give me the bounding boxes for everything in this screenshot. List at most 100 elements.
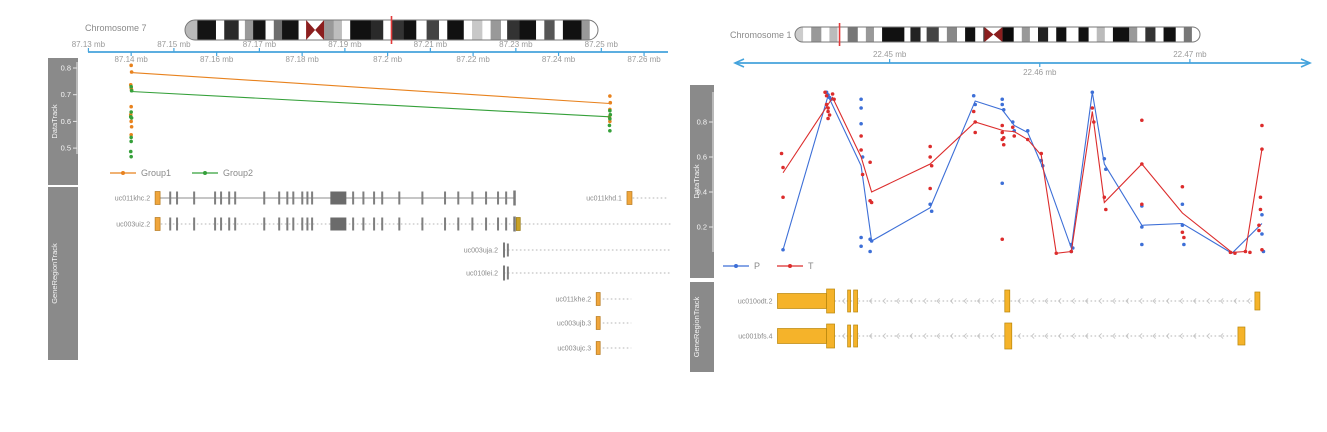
genome-axis: 22.45 mb 22.47 mb 22.46 mb (733, 50, 1312, 77)
data-point (1039, 151, 1044, 156)
strand-arrow-icon (1206, 333, 1210, 339)
strand-arrow-icon (963, 333, 967, 339)
strand-arrow-icon (949, 333, 954, 339)
exon (214, 217, 217, 231)
strand-arrow-icon (922, 333, 927, 339)
axis-tick-label: 87.24 mb (542, 55, 576, 64)
exon (228, 191, 231, 205)
strand-arrow-icon (1192, 298, 1197, 304)
exon (154, 191, 161, 205)
exon (513, 216, 516, 232)
data-point (824, 102, 829, 107)
data-point (1104, 167, 1108, 172)
data-point (129, 132, 133, 137)
exon (278, 191, 281, 205)
strand-arrow-icon (990, 298, 994, 304)
data-point (781, 247, 785, 252)
legend: Group1 Group2 (110, 168, 253, 178)
data-point (1069, 249, 1074, 254)
exon (373, 217, 376, 231)
exon (306, 191, 309, 205)
data-point (607, 123, 612, 128)
exon (847, 289, 851, 313)
data-point (781, 195, 785, 200)
data-point (929, 209, 934, 214)
exon (263, 217, 266, 231)
data-point (129, 139, 133, 144)
exon (311, 191, 314, 205)
transcript-uc010odt.2: uc010odt.2 (738, 288, 1261, 314)
data-point (1257, 223, 1261, 228)
data-point (971, 109, 976, 114)
transcript-label: uc011khe.2 (556, 297, 592, 304)
strand-arrow-icon (1111, 333, 1116, 339)
data-point (973, 130, 978, 135)
data-point (1258, 207, 1263, 212)
data-point (608, 128, 612, 133)
centromere-icon (306, 20, 316, 40)
exon (595, 341, 601, 355)
data-point (1140, 225, 1144, 229)
strand-arrow-icon (895, 298, 900, 304)
exon (381, 217, 384, 231)
strand-arrow-icon (841, 333, 846, 339)
exon (595, 316, 601, 330)
data-track-title-panel (690, 85, 714, 278)
axis-tick-label: 87.16 mb (200, 55, 234, 64)
transcript-label: uc010odt.2 (738, 299, 773, 306)
exon (485, 191, 488, 205)
data-point (928, 186, 932, 191)
data-point (859, 244, 863, 249)
exon (214, 191, 217, 205)
transcript-label: uc003ujc.3 (557, 346, 591, 353)
exon (362, 191, 365, 205)
strand-arrow-icon (1111, 298, 1116, 304)
exon (506, 266, 509, 280)
figure-chromosome1: Chromosome 1 22.45 mb 22.47 mb 22.46 mb Data… (690, 0, 1327, 432)
data-point (1054, 251, 1059, 256)
data-point (826, 116, 830, 121)
transcript-label: uc003uiz.2 (116, 222, 150, 229)
legend-marker-icon (203, 171, 207, 175)
exon (1004, 322, 1013, 350)
data-point (1243, 249, 1248, 254)
strand-arrow-icon (922, 298, 927, 304)
exon (330, 217, 347, 231)
data-point (1233, 251, 1237, 256)
data-point (1000, 181, 1005, 186)
exon (398, 191, 401, 205)
data-point (859, 121, 863, 126)
strand-arrow-icon (1098, 298, 1102, 304)
strand-arrow-icon (1206, 298, 1210, 304)
data-point (1182, 235, 1186, 240)
data-point (1102, 156, 1107, 161)
data-point (859, 235, 863, 240)
data-point (1000, 237, 1005, 242)
data-point (1010, 125, 1015, 130)
data-track-title: DataTrack (692, 164, 701, 199)
exon (220, 217, 223, 231)
y-tick-label: 0.8 (697, 118, 707, 127)
data-point (1180, 223, 1185, 228)
figure-chromosome7-plot: Chromosome 787.13 mb 87.15 mb 87.17 mb 87.1… (48, 16, 672, 360)
data-point (608, 112, 613, 117)
data-point (973, 120, 978, 124)
data-point (608, 119, 612, 124)
data-point (1102, 195, 1107, 200)
exon (381, 191, 384, 205)
strand-arrow-icon (882, 298, 886, 304)
data-point (1104, 207, 1108, 212)
strand-arrow-icon (963, 298, 967, 304)
axis-tick-label: 87.15 mb (157, 40, 191, 49)
axis-tick-label: 87.23 mb (499, 40, 533, 49)
exon (853, 289, 858, 313)
data-point (1180, 202, 1185, 207)
axis-tick-label: 22.45 mb (873, 50, 907, 59)
exon (301, 191, 304, 205)
data-point (1092, 120, 1096, 124)
data-point (1000, 102, 1005, 107)
centromere-icon (984, 27, 994, 42)
strand-arrow-icon (1017, 298, 1021, 304)
y-tick-label: 0.6 (61, 117, 71, 126)
